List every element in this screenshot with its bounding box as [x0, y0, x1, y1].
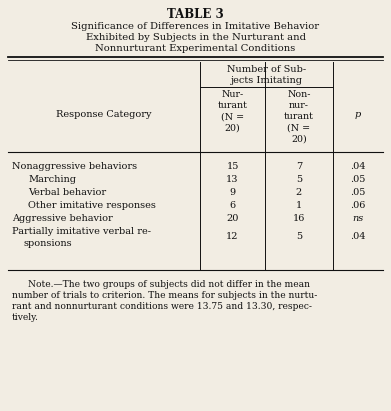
Text: number of trials to criterion. The means for subjects in the nurtu-: number of trials to criterion. The means… — [12, 291, 317, 300]
Text: Marching: Marching — [28, 175, 76, 184]
Text: 16: 16 — [293, 214, 305, 223]
Text: p: p — [355, 110, 361, 119]
Text: sponsions: sponsions — [24, 239, 73, 248]
Text: 6: 6 — [230, 201, 235, 210]
Text: Note.—The two groups of subjects did not differ in the mean: Note.—The two groups of subjects did not… — [28, 280, 310, 289]
Text: 13: 13 — [226, 175, 239, 184]
Text: ns: ns — [352, 214, 364, 223]
Text: 5: 5 — [296, 232, 302, 241]
Text: rant and nonnurturant conditions were 13.75 and 13.30, respec-: rant and nonnurturant conditions were 13… — [12, 302, 312, 311]
Text: 12: 12 — [226, 232, 239, 241]
Text: Partially imitative verbal re-: Partially imitative verbal re- — [12, 227, 151, 236]
Text: Verbal behavior: Verbal behavior — [28, 188, 106, 197]
Text: .06: .06 — [350, 201, 366, 210]
Text: .04: .04 — [350, 162, 366, 171]
Text: Other imitative responses: Other imitative responses — [28, 201, 156, 210]
Text: TABLE 3: TABLE 3 — [167, 8, 224, 21]
Text: .04: .04 — [350, 232, 366, 241]
Text: Number of Sub-
jects Imitating: Number of Sub- jects Imitating — [227, 65, 306, 85]
Text: 15: 15 — [226, 162, 239, 171]
Text: 5: 5 — [296, 175, 302, 184]
Text: Aggressive behavior: Aggressive behavior — [12, 214, 113, 223]
Text: 7: 7 — [296, 162, 302, 171]
Text: Nonnurturant Experimental Conditions: Nonnurturant Experimental Conditions — [95, 44, 296, 53]
Text: 2: 2 — [296, 188, 302, 197]
Text: .05: .05 — [350, 188, 366, 197]
Text: .05: .05 — [350, 175, 366, 184]
Text: 9: 9 — [230, 188, 235, 197]
Text: Response Category: Response Category — [56, 110, 152, 119]
Text: 1: 1 — [296, 201, 302, 210]
Text: tively.: tively. — [12, 313, 39, 322]
Text: Exhibited by Subjects in the Nurturant and: Exhibited by Subjects in the Nurturant a… — [86, 33, 305, 42]
Text: Non-
nur-
turant
(N =
20): Non- nur- turant (N = 20) — [284, 90, 314, 143]
Text: 20: 20 — [226, 214, 239, 223]
Text: Nonaggressive behaviors: Nonaggressive behaviors — [12, 162, 137, 171]
Text: Significance of Differences in Imitative Behavior: Significance of Differences in Imitative… — [72, 22, 319, 31]
Text: Nur-
turant
(N =
20): Nur- turant (N = 20) — [217, 90, 248, 132]
